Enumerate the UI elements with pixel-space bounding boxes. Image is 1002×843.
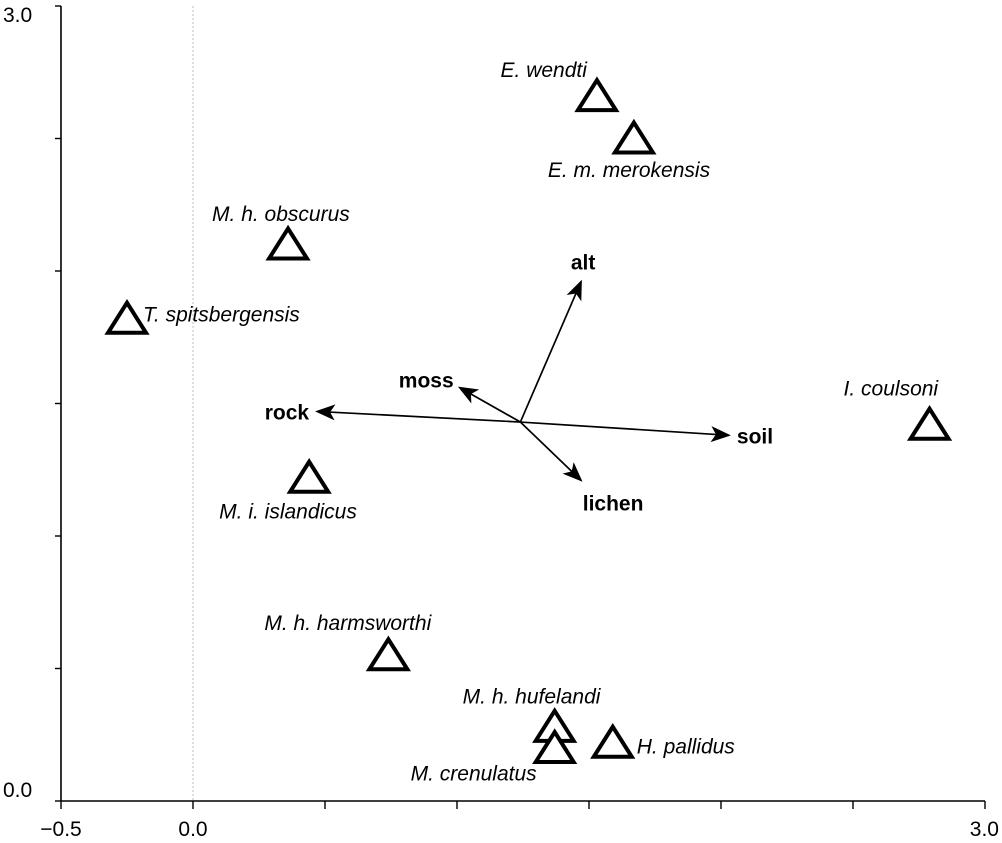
environmental-vectors: alt moss rock soil lichen [265,252,773,516]
species-label-m-h-harmsworthi: M. h. harmsworthi [264,612,432,635]
species-marker-m-h-harmsworthi [365,635,411,672]
species-label-e-wendti: E. wendti [501,59,589,82]
species-marker-e-m-merokensis [611,118,657,155]
species-marker-e-wendti [574,76,620,113]
y-tick-label: 0.0 [3,779,32,802]
species-marker-m-i-islandicus [286,458,332,494]
species-label-m-h-hufelandi: M. h. hufelandi [463,685,602,708]
x-tick-label: 0.0 [178,818,207,841]
species-label-h-pallidus: H. pallidus [637,735,736,758]
species-label-m-i-islandicus: M. i. islandicus [219,500,357,523]
species-label-m-h-obscurus: M. h. obscurus [212,203,350,226]
vector-label-rock: rock [265,401,310,424]
species-marker-m-h-obscurus [265,224,311,261]
vector-arrow-lichen [519,421,583,482]
x-tick-label: 3.0 [970,818,999,841]
vector-arrow-moss [457,386,521,423]
vector-label-soil: soil [737,425,773,448]
vector-label-alt: alt [571,252,596,275]
species-marker-i-coulsoni [906,405,953,441]
species-marker-t-spitsbergensis [104,299,150,335]
axes: −0.5 0.0 3.0 3.0 0.0 [3,4,999,841]
species-marker-h-pallidus [590,723,636,759]
species-label-m-crenulatus: M. crenulatus [411,763,538,786]
species-label-t-spitsbergensis: T. spitsbergensis [143,303,300,326]
vector-arrow-alt [519,279,582,423]
y-tick-label: 3.0 [3,4,32,27]
vector-label-lichen: lichen [583,492,644,515]
species-label-e-m-merokensis: E. m. merokensis [548,159,711,182]
species-label-i-coulsoni: I. coulsoni [844,377,940,400]
species-marker-m-crenulatus [532,728,578,765]
vector-arrow-soil [520,421,731,443]
species-labels: E. wendti E. m. merokensis M. h. obscurus T… [143,59,939,786]
species-markers [104,76,953,765]
x-tick-label: −0.5 [40,818,81,841]
vector-label-moss: moss [399,370,454,393]
vector-arrow-rock [315,404,521,423]
